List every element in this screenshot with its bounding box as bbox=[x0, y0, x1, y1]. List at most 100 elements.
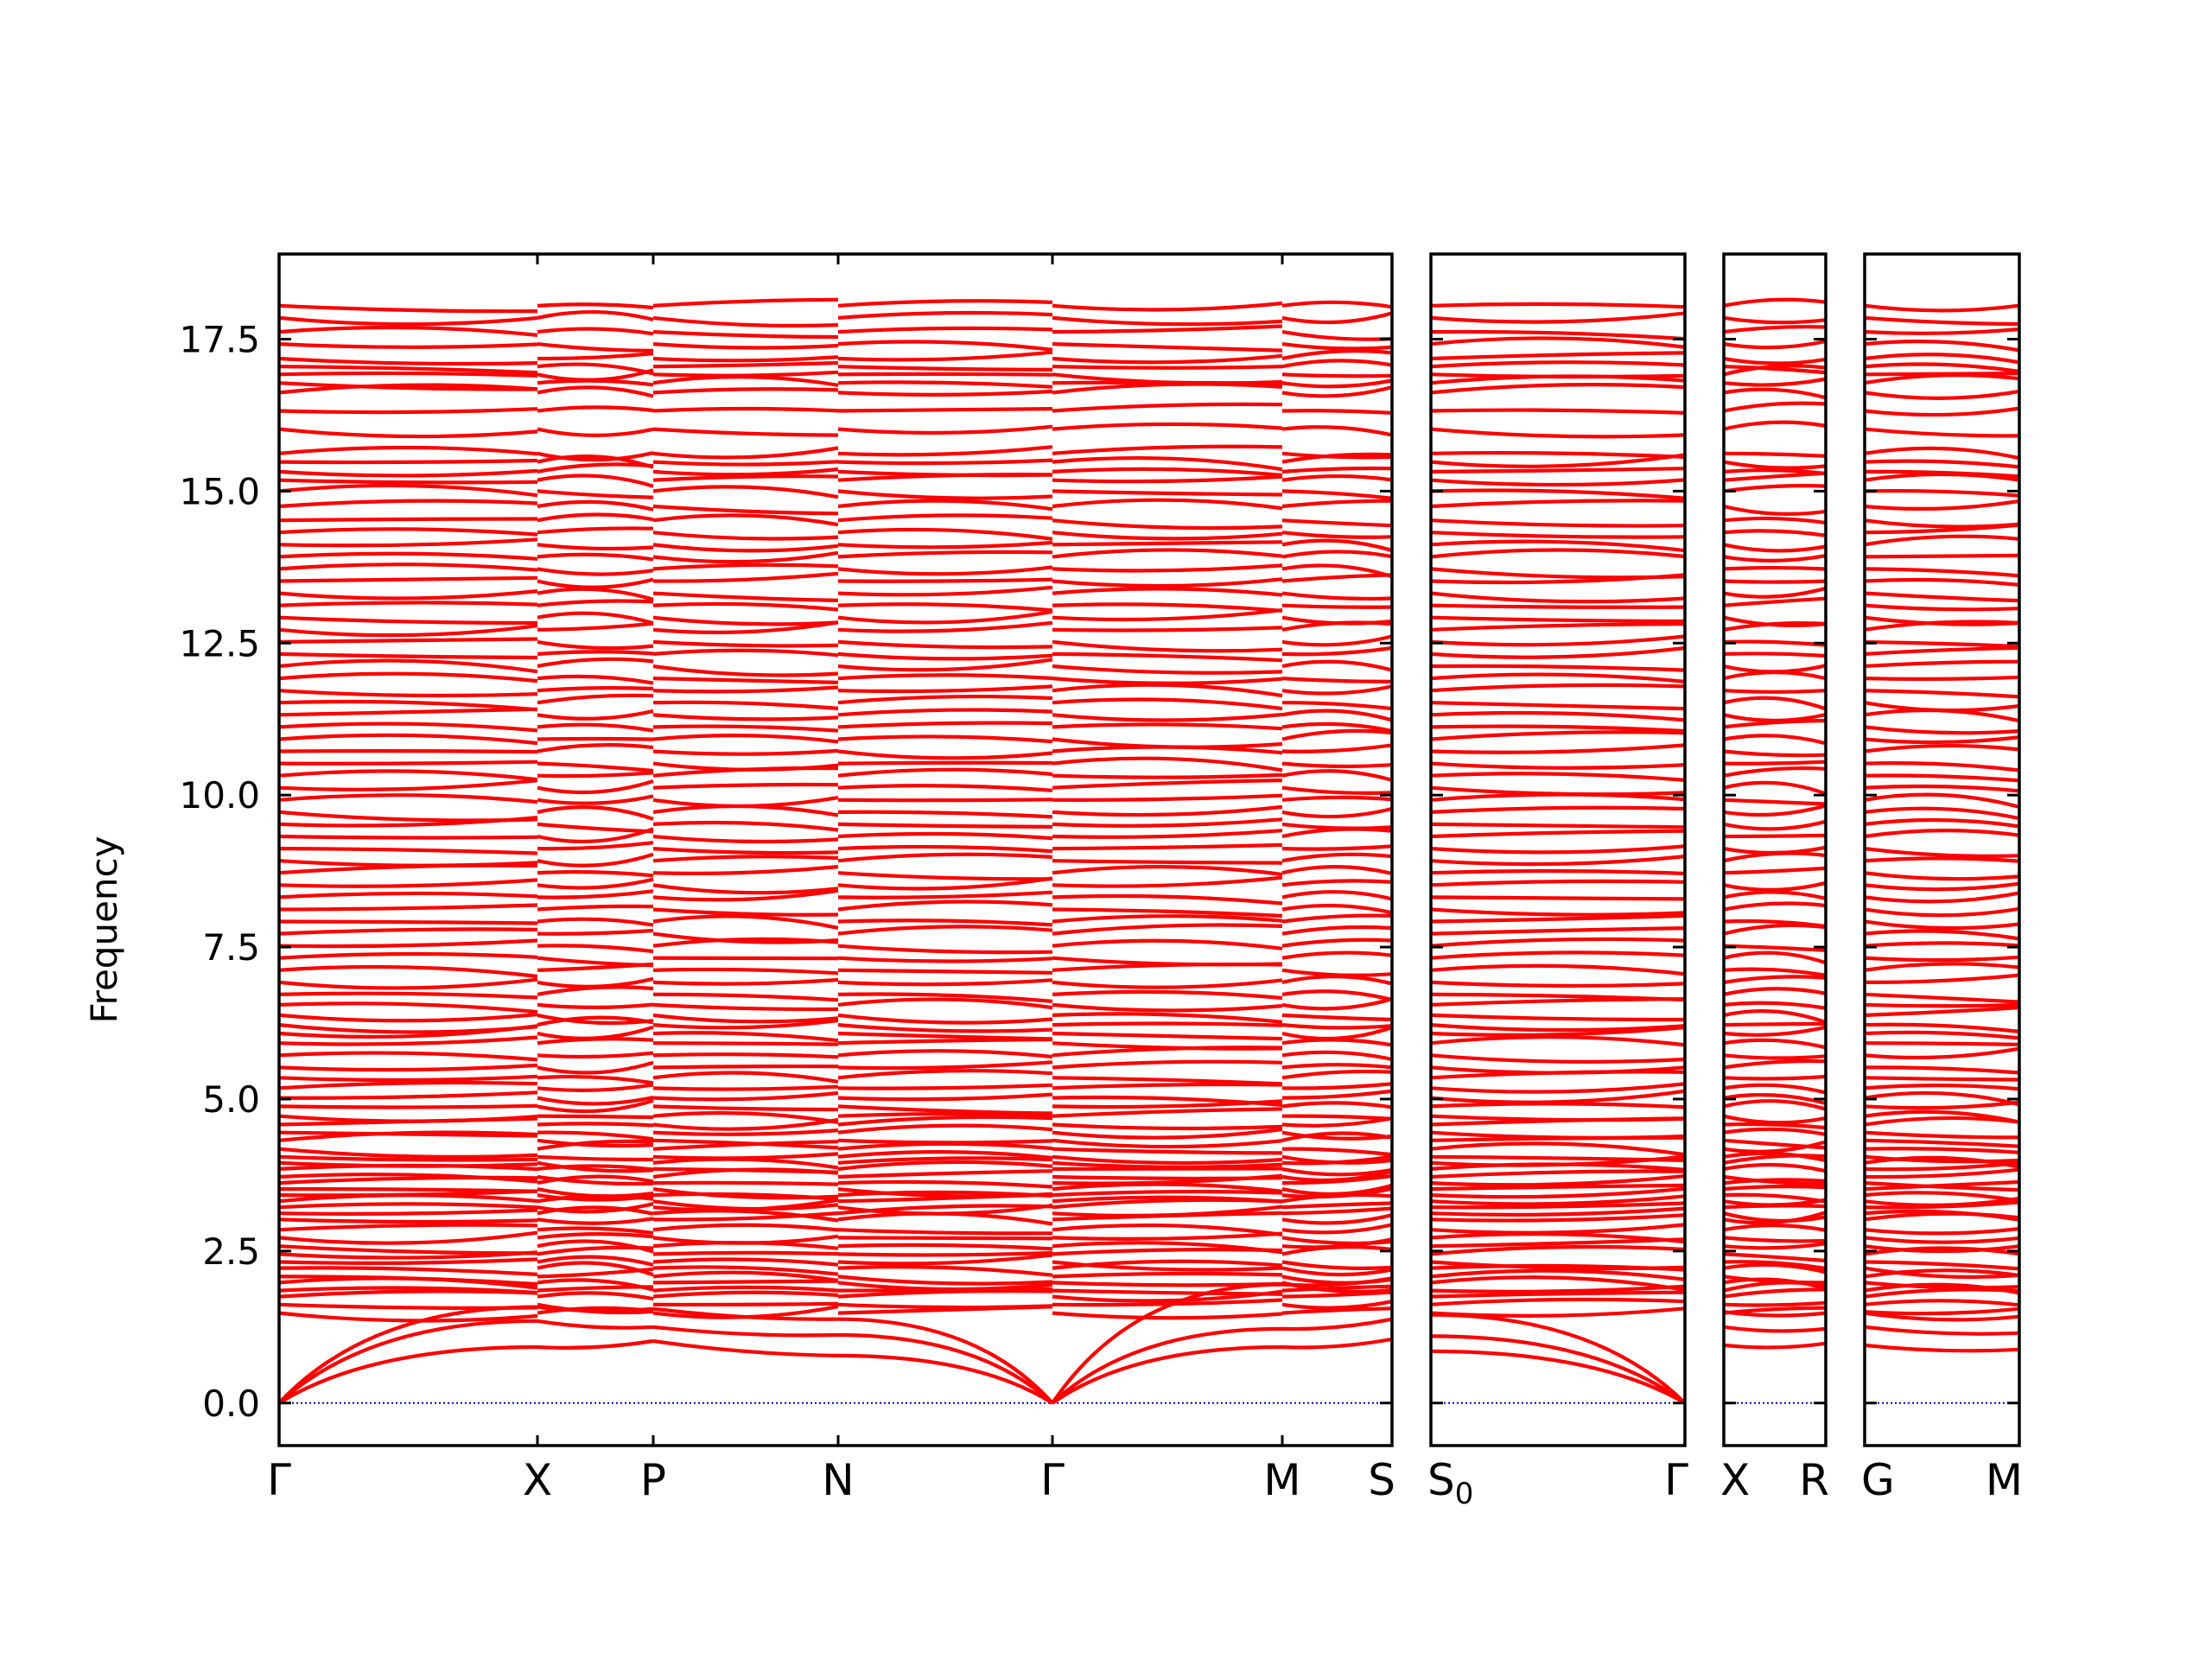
symmetry-label: P bbox=[640, 1455, 666, 1505]
band-line bbox=[1281, 563, 1392, 579]
band-line bbox=[1052, 956, 1283, 967]
band-line bbox=[1724, 1211, 1826, 1224]
band-line bbox=[1431, 1023, 1685, 1033]
band-line bbox=[279, 575, 538, 583]
band-line bbox=[279, 951, 538, 960]
panel-1: 0.0 2.5 5.0 7.5 10.0 12.5 15.0 17.5 Γ X P N Γ M S bbox=[179, 252, 1395, 1505]
band-line bbox=[537, 1122, 654, 1128]
band-line bbox=[1431, 664, 1685, 672]
band-line bbox=[1724, 760, 1826, 766]
band-line bbox=[1052, 626, 1283, 632]
band-line bbox=[1431, 724, 1685, 734]
band-line bbox=[1281, 1023, 1392, 1030]
band-line bbox=[1431, 1089, 1685, 1104]
symmetry-label: S bbox=[1368, 1455, 1395, 1505]
band-line bbox=[837, 992, 1053, 1003]
band-line bbox=[652, 748, 839, 756]
symmetry-label: S0 bbox=[1427, 1455, 1473, 1511]
band-line bbox=[652, 1301, 839, 1307]
band-line bbox=[837, 925, 1053, 936]
band-line bbox=[837, 372, 1053, 377]
band-line bbox=[837, 1179, 1053, 1189]
band-line bbox=[652, 907, 839, 917]
y-axis-label: Frequency bbox=[83, 836, 125, 1024]
band-line bbox=[1052, 697, 1283, 711]
band-line bbox=[1431, 453, 1685, 468]
band-line bbox=[1052, 1138, 1283, 1149]
band-line bbox=[652, 1064, 839, 1070]
band-line bbox=[652, 648, 839, 658]
band-line bbox=[652, 639, 839, 648]
band-line bbox=[837, 1049, 1053, 1059]
band-line bbox=[279, 859, 538, 868]
band-line bbox=[1281, 1114, 1392, 1121]
band-line bbox=[1281, 728, 1392, 741]
band-line bbox=[1281, 903, 1392, 915]
band-line bbox=[537, 1202, 654, 1214]
band-line bbox=[1865, 534, 2019, 547]
band-line bbox=[1052, 1241, 1283, 1255]
band-line bbox=[537, 368, 654, 382]
band-line bbox=[837, 944, 1053, 955]
band-line bbox=[1865, 1281, 2019, 1290]
band-line bbox=[1281, 925, 1392, 936]
band-line bbox=[1865, 929, 2019, 941]
band-line bbox=[1431, 1284, 1685, 1294]
band-line bbox=[279, 1266, 538, 1276]
band-line bbox=[279, 793, 538, 804]
symmetry-label: M bbox=[1986, 1455, 2023, 1505]
band-line bbox=[1281, 300, 1392, 309]
band-line bbox=[1052, 779, 1283, 790]
band-line bbox=[1052, 1021, 1283, 1027]
band-line bbox=[652, 931, 839, 944]
band-line bbox=[1281, 701, 1392, 711]
band-line bbox=[1431, 372, 1685, 379]
band-line bbox=[1865, 389, 2019, 400]
band-line bbox=[279, 1090, 538, 1100]
band-line bbox=[1724, 1260, 1826, 1271]
band-line bbox=[1865, 1282, 2019, 1295]
band-line bbox=[837, 602, 1053, 613]
band-line bbox=[1865, 1046, 2019, 1060]
band-line bbox=[837, 1187, 1053, 1198]
band-line bbox=[652, 375, 839, 387]
band-line bbox=[279, 1311, 538, 1323]
band-line bbox=[837, 350, 1053, 362]
band-line bbox=[1724, 1092, 1826, 1106]
band-line bbox=[1724, 339, 1826, 350]
band-line bbox=[837, 1228, 1053, 1236]
band-line bbox=[1052, 938, 1283, 950]
band-line bbox=[1052, 422, 1283, 431]
acoustic-branch bbox=[1865, 1325, 2019, 1336]
band-line bbox=[279, 1001, 538, 1014]
band-line bbox=[537, 489, 654, 499]
band-line bbox=[1724, 664, 1826, 674]
band-line bbox=[837, 978, 1053, 987]
band-line bbox=[1724, 1224, 1826, 1232]
band-line bbox=[1724, 652, 1826, 658]
band-line bbox=[1724, 804, 1826, 817]
band-line bbox=[279, 1080, 538, 1090]
band-line bbox=[279, 658, 538, 674]
band-line bbox=[279, 977, 538, 990]
band-line bbox=[1724, 1099, 1826, 1111]
band-line bbox=[1281, 1169, 1392, 1183]
band-line bbox=[1281, 342, 1392, 351]
y-tick-label: 7.5 bbox=[202, 926, 260, 969]
band-line bbox=[1724, 504, 1826, 516]
band-line bbox=[837, 299, 1053, 308]
band-line bbox=[1052, 1082, 1283, 1090]
band-line bbox=[279, 483, 538, 498]
band-line bbox=[1724, 1154, 1826, 1165]
bands-group bbox=[1865, 303, 2019, 1404]
band-line bbox=[1052, 489, 1283, 497]
band-line bbox=[279, 1130, 538, 1138]
band-line bbox=[279, 1230, 538, 1245]
band-line bbox=[1431, 805, 1685, 814]
band-line bbox=[1865, 1236, 2019, 1244]
band-line bbox=[1281, 409, 1392, 415]
band-line bbox=[1431, 1183, 1685, 1192]
band-line bbox=[537, 451, 654, 462]
band-line bbox=[1281, 795, 1392, 802]
band-line bbox=[1281, 1089, 1392, 1100]
